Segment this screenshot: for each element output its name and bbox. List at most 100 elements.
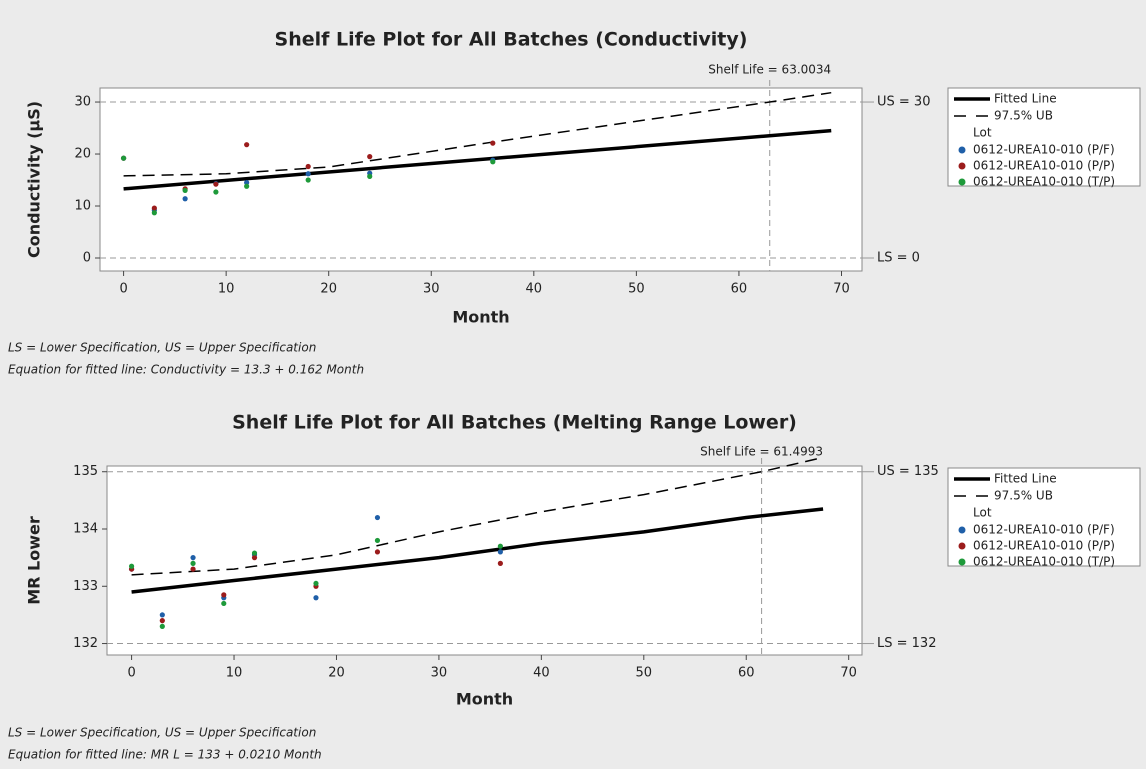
legend-marker bbox=[958, 558, 966, 566]
data-point bbox=[190, 566, 196, 572]
y-tick-label: 0 bbox=[83, 251, 91, 266]
shelf-life-label: Shelf Life = 61.4993 bbox=[700, 445, 823, 459]
x-tick-label: 70 bbox=[833, 282, 850, 297]
legend-title: Lot bbox=[973, 126, 992, 140]
data-point bbox=[182, 187, 188, 194]
x-tick-label: 30 bbox=[423, 282, 440, 297]
x-tick-label: 20 bbox=[320, 282, 337, 297]
chart-title: Shelf Life Plot for All Batches (Conduct… bbox=[275, 29, 748, 51]
footnote: LS = Lower Specification, US = Upper Spe… bbox=[8, 341, 316, 355]
data-point bbox=[251, 550, 258, 556]
y-axis-label: MR Lower bbox=[25, 516, 44, 605]
fit-line bbox=[123, 128, 832, 191]
footnote: Equation for fitted line: MR L = 133 + 0… bbox=[8, 748, 322, 762]
data-point bbox=[305, 177, 311, 183]
data-point bbox=[182, 196, 188, 202]
legend-label: 0612-UREA10-010 (P/P) bbox=[973, 159, 1115, 173]
y-tick-label: 10 bbox=[74, 199, 91, 214]
footnote: LS = Lower Specification, US = Upper Spe… bbox=[8, 726, 316, 740]
data-point bbox=[374, 537, 381, 544]
x-tick-label: 40 bbox=[533, 666, 550, 681]
y-tick-label: 30 bbox=[74, 95, 91, 110]
data-point bbox=[497, 549, 503, 555]
x-axis-label: Month bbox=[456, 690, 513, 709]
data-point bbox=[120, 155, 127, 161]
x-tick-label: 60 bbox=[731, 282, 748, 297]
footnote: Equation for fitted line: Conductivity =… bbox=[8, 363, 364, 377]
data-point bbox=[244, 142, 250, 148]
data-point bbox=[221, 592, 227, 598]
data-point bbox=[305, 163, 311, 170]
data-point bbox=[190, 555, 196, 561]
data-point bbox=[221, 600, 227, 607]
legend-marker bbox=[958, 178, 966, 186]
data-point bbox=[151, 205, 157, 211]
spec-label: LS = 0 bbox=[877, 251, 920, 266]
data-point bbox=[490, 140, 496, 146]
data-point bbox=[374, 514, 381, 521]
x-tick-label: 10 bbox=[226, 666, 243, 681]
data-point bbox=[159, 618, 165, 624]
data-point bbox=[490, 159, 496, 165]
legend-label: 0612-UREA10-010 (P/F) bbox=[973, 143, 1115, 157]
x-tick-label: 50 bbox=[636, 666, 653, 681]
legend-marker bbox=[958, 162, 966, 170]
data-point bbox=[244, 180, 250, 186]
data-point bbox=[497, 560, 503, 566]
plot-area bbox=[99, 87, 863, 272]
data-point bbox=[313, 580, 319, 587]
legend-marker bbox=[958, 526, 966, 534]
data-point bbox=[128, 563, 135, 569]
data-point bbox=[213, 181, 219, 187]
x-tick-label: 0 bbox=[127, 666, 135, 681]
spec-label: US = 135 bbox=[877, 464, 939, 479]
spec-label: LS = 132 bbox=[877, 636, 936, 651]
legend-label: 0612-UREA10-010 (T/P) bbox=[973, 555, 1115, 569]
spec-label: US = 30 bbox=[877, 95, 930, 110]
y-tick-label: 20 bbox=[74, 147, 91, 162]
x-tick-label: 10 bbox=[218, 282, 235, 297]
x-tick-label: 70 bbox=[840, 666, 857, 681]
y-tick-label: 134 bbox=[73, 522, 98, 537]
data-point bbox=[497, 543, 503, 549]
legend-label: 97.5% UB bbox=[994, 489, 1053, 503]
x-tick-label: 50 bbox=[628, 282, 645, 297]
legend-label: 0612-UREA10-010 (P/F) bbox=[973, 523, 1115, 537]
data-point bbox=[244, 183, 250, 189]
legend-title: Lot bbox=[973, 506, 992, 520]
data-point bbox=[367, 173, 373, 179]
x-tick-label: 20 bbox=[328, 666, 345, 681]
data-point bbox=[213, 189, 219, 195]
data-point bbox=[190, 560, 196, 566]
chart-title: Shelf Life Plot for All Batches (Melting… bbox=[232, 412, 797, 434]
fit-line bbox=[131, 507, 824, 594]
y-tick-label: 133 bbox=[73, 579, 98, 594]
shelf-life-label: Shelf Life = 63.0034 bbox=[708, 63, 831, 77]
legend-label: 0612-UREA10-010 (P/P) bbox=[973, 539, 1115, 553]
legend-marker bbox=[958, 146, 966, 154]
data-point bbox=[367, 154, 373, 160]
x-tick-label: 0 bbox=[119, 282, 127, 297]
data-point bbox=[159, 612, 165, 618]
legend bbox=[947, 87, 1141, 187]
legend-label: Fitted Line bbox=[994, 472, 1057, 486]
x-axis-label: Month bbox=[452, 308, 509, 327]
x-tick-label: 40 bbox=[526, 282, 543, 297]
data-point bbox=[313, 595, 319, 601]
data-point bbox=[305, 171, 311, 177]
data-point bbox=[251, 555, 258, 561]
legend-label: 0612-UREA10-010 (T/P) bbox=[973, 175, 1115, 189]
y-tick-label: 135 bbox=[73, 464, 98, 479]
data-point bbox=[151, 210, 157, 216]
y-tick-label: 132 bbox=[73, 636, 98, 651]
data-point bbox=[374, 549, 381, 555]
legend-marker bbox=[958, 542, 966, 550]
legend-label: 97.5% UB bbox=[994, 109, 1053, 123]
x-tick-label: 30 bbox=[431, 666, 448, 681]
y-axis-label: Conductivity (µS) bbox=[25, 101, 44, 258]
plot-area bbox=[106, 465, 863, 656]
fit-line bbox=[131, 456, 824, 576]
x-tick-label: 60 bbox=[738, 666, 755, 681]
legend-label: Fitted Line bbox=[994, 92, 1057, 106]
